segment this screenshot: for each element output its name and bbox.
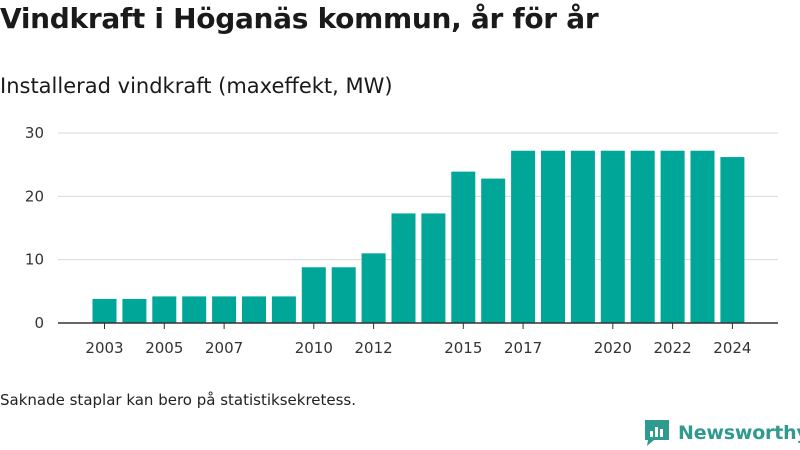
x-tick-label: 2024 (713, 339, 751, 357)
axes: 0 10 20 30 2003 2005 2007 2010 2012 2015 2017 2020 2… (25, 124, 778, 357)
bar-2019 (570, 150, 595, 323)
bar-2014 (421, 213, 446, 323)
bar-2007 (212, 296, 237, 323)
x-tick-label: 2020 (594, 339, 632, 357)
bar-2005 (152, 296, 177, 323)
bar-2003 (92, 298, 117, 323)
bar-2018 (541, 150, 565, 323)
bar-2024 (720, 157, 745, 323)
bar-2011 (331, 267, 356, 323)
x-tick-label: 2022 (654, 339, 692, 357)
x-tick-label: 2007 (205, 339, 243, 357)
gridlines (58, 132, 778, 261)
x-tick-label: 2017 (504, 339, 542, 357)
y-tick-label: 20 (25, 187, 44, 205)
bar-2022 (660, 150, 685, 323)
x-tick-label: 2010 (295, 339, 333, 357)
bar-chart: 0 10 20 30 2003 2005 2007 2010 2012 2015 2017 2020 2… (25, 124, 778, 357)
bar-2021 (630, 150, 655, 323)
chart-subtitle: Installerad vindkraft (maxeffekt, MW) (0, 74, 393, 98)
bar-2004 (122, 298, 147, 323)
bars (92, 150, 745, 323)
bar-2017 (511, 150, 536, 323)
y-tick-label: 30 (25, 124, 44, 142)
newsworthy-chart-bubble-icon (645, 420, 669, 446)
bar-2015 (451, 171, 476, 323)
bar-2020 (600, 150, 625, 323)
bar-2010 (301, 267, 326, 323)
chart-title: Vindkraft i Höganäs kommun, år för år (0, 2, 599, 35)
bar-2016 (481, 178, 506, 323)
x-tick-label: 2015 (444, 339, 482, 357)
x-tick-label: 2003 (85, 339, 123, 357)
bar-2013 (391, 213, 416, 323)
bar-2012 (361, 253, 386, 323)
bar-2006 (182, 296, 207, 323)
bar-2023 (690, 150, 715, 323)
y-tick-label: 10 (25, 251, 44, 269)
y-tick-label: 0 (34, 314, 44, 332)
brand-name: Newsworthy (678, 422, 800, 444)
newsworthy-logo: Newsworthy (642, 418, 800, 448)
bar-2008 (242, 296, 266, 323)
footnote: Saknade staplar kan bero på statistiksek… (0, 391, 357, 409)
x-tick-label: 2012 (355, 339, 393, 357)
bar-2009 (271, 296, 296, 323)
x-tick-label: 2005 (145, 339, 183, 357)
